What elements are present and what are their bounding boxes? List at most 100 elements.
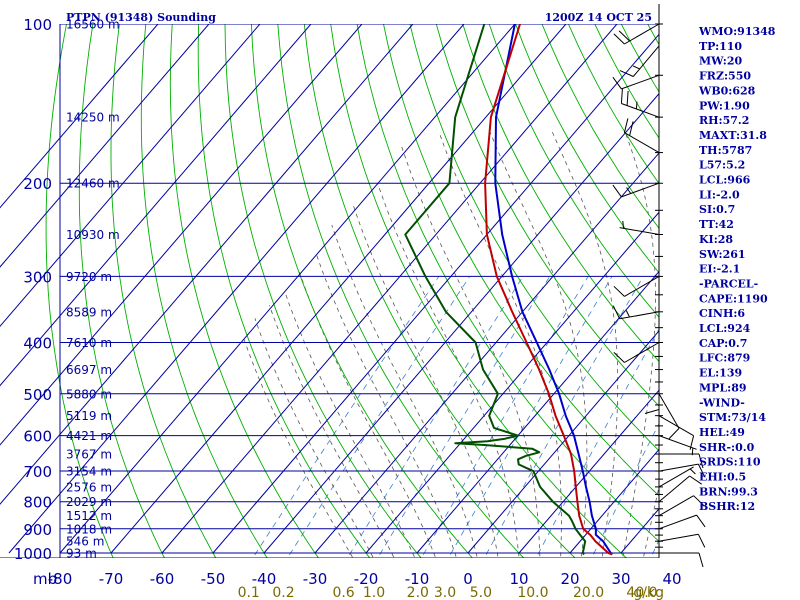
dry-adiabat-line <box>356 24 659 542</box>
height-label: 12460 m <box>66 177 120 191</box>
pressure-label: 400 <box>23 335 52 353</box>
mixing-ratio-line <box>535 328 659 558</box>
pressure-label: 100 <box>23 16 52 34</box>
height-label: 3154 m <box>66 465 112 479</box>
isotherm-line <box>212 33 659 554</box>
isotherm-line <box>365 211 659 554</box>
mixing-ratio-label: 20.0 <box>573 585 604 600</box>
moist-adiabat-line <box>269 305 395 558</box>
dewpoint-profile-line <box>404 24 587 556</box>
moist-adiabat-line <box>438 131 562 558</box>
height-label: 9720 m <box>66 270 112 284</box>
wind-barb <box>658 393 680 440</box>
wind-barb <box>613 342 660 363</box>
pressure-label: 300 <box>23 268 52 286</box>
stability-index-label: L57:5.2 <box>699 159 745 172</box>
stability-index-label: HEL:49 <box>699 426 745 439</box>
height-label: 2576 m <box>66 480 112 494</box>
stability-index-label: LI:-2.0 <box>699 188 740 201</box>
stability-index-label: MAXT:31.8 <box>699 129 767 142</box>
temperature-tick-label: -30 <box>303 570 328 588</box>
wind-barb <box>613 275 660 297</box>
temperature-tick-label: 30 <box>611 570 630 588</box>
moist-adiabat-line <box>315 252 457 558</box>
height-label: 16560 m <box>66 18 120 32</box>
mixing-ratio-label: 2.0 <box>407 585 429 600</box>
dry-adiabat-line <box>488 24 659 318</box>
temperature-tick-label: -80 <box>48 570 73 588</box>
stability-index-label: CAPE:1190 <box>699 292 768 305</box>
mixing-ratio-line <box>420 276 589 558</box>
dry-adiabat-line <box>78 24 166 558</box>
stability-index-label: LCL:966 <box>699 174 751 187</box>
stability-index-label: WB0:628 <box>698 84 756 97</box>
stability-index-label: BRN:99.3 <box>699 485 758 498</box>
height-label: 93 m <box>66 547 97 561</box>
dry-adiabat-line <box>45 24 114 558</box>
height-label: 10930 m <box>66 228 120 242</box>
height-label: 14250 m <box>66 111 120 125</box>
wind-barb <box>658 415 695 450</box>
chart-title-left: PTPN (91348) Sounding <box>66 11 216 24</box>
height-label: 5880 m <box>66 387 112 401</box>
mixing-ratio-line <box>377 276 551 558</box>
stability-index-label: -WIND- <box>699 396 745 409</box>
moist-adiabat-line <box>331 224 478 558</box>
temperature-tick-label: 0 <box>463 570 473 588</box>
mixing-ratio-label: 0.2 <box>272 585 294 600</box>
mixing-ratio-line <box>448 276 613 558</box>
isotherm-line <box>467 330 659 554</box>
moist-adiabat-line <box>352 204 499 558</box>
dry-adiabat-line <box>594 24 659 139</box>
moist-adiabat-line <box>284 291 416 558</box>
stability-index-label: TH:5787 <box>699 144 752 157</box>
wind-barb <box>658 463 706 478</box>
dry-adiabat-line <box>110 24 217 558</box>
pressure-label: 200 <box>23 175 52 193</box>
wind-barb <box>612 305 660 320</box>
wind-barb <box>658 533 706 548</box>
dry-adiabat-line <box>224 24 422 558</box>
isotherm-line <box>0 24 414 505</box>
height-label: 5119 m <box>66 409 112 423</box>
isotherm-line <box>0 24 261 328</box>
pressure-label: 700 <box>23 463 52 481</box>
stability-index-label: SI:0.7 <box>699 203 735 216</box>
mixing-ratio-line <box>591 422 659 558</box>
height-label: 2029 m <box>66 495 112 509</box>
mixing-ratio-label: 1.0 <box>363 585 385 600</box>
height-label: 1018 m <box>66 522 112 536</box>
wind-barb <box>612 182 660 198</box>
temperature-tick-label: 20 <box>560 570 579 588</box>
isotherm-line <box>161 24 618 554</box>
stability-index-label: EI:-2.1 <box>699 263 740 276</box>
stability-index-label: TT:42 <box>699 218 734 231</box>
mixing-ratio-label: 10.0 <box>517 585 548 600</box>
chart-title-right: 1200Z 14 OCT 25 <box>545 11 652 24</box>
wind-barb <box>658 466 696 488</box>
stability-index-label: SHR-:0.0 <box>699 441 755 454</box>
stability-index-label: SW:261 <box>699 248 746 261</box>
mixing-ratio-label: 0.1 <box>238 585 260 600</box>
wind-barb <box>619 220 660 235</box>
isotherm-line <box>0 24 210 268</box>
height-label: 1512 m <box>66 509 112 523</box>
mixing-ratio-label: 3.0 <box>434 585 456 600</box>
stability-index-label: LCL:924 <box>699 322 751 335</box>
isotherm-line <box>569 448 659 554</box>
isotherm-line <box>0 24 312 387</box>
temperature-tick-label: 10 <box>509 570 528 588</box>
isotherm-line <box>263 92 659 554</box>
dry-adiabat-line <box>303 24 576 558</box>
stability-index-label: SRDS:110 <box>699 456 761 469</box>
mixing-ratio-unit-label: g/kg <box>633 585 664 600</box>
dry-adiabat-line <box>277 24 525 558</box>
stability-index-label: STM:73/14 <box>699 411 766 424</box>
pressure-label: 1000 <box>14 545 52 563</box>
stability-index-label: KI:28 <box>699 233 733 246</box>
dry-adiabat-line <box>409 24 659 452</box>
dry-adiabat-line <box>383 24 659 497</box>
moist-adiabat-line <box>642 484 659 558</box>
height-label: 6697 m <box>66 363 112 377</box>
stability-index-label: EL:139 <box>699 367 742 380</box>
